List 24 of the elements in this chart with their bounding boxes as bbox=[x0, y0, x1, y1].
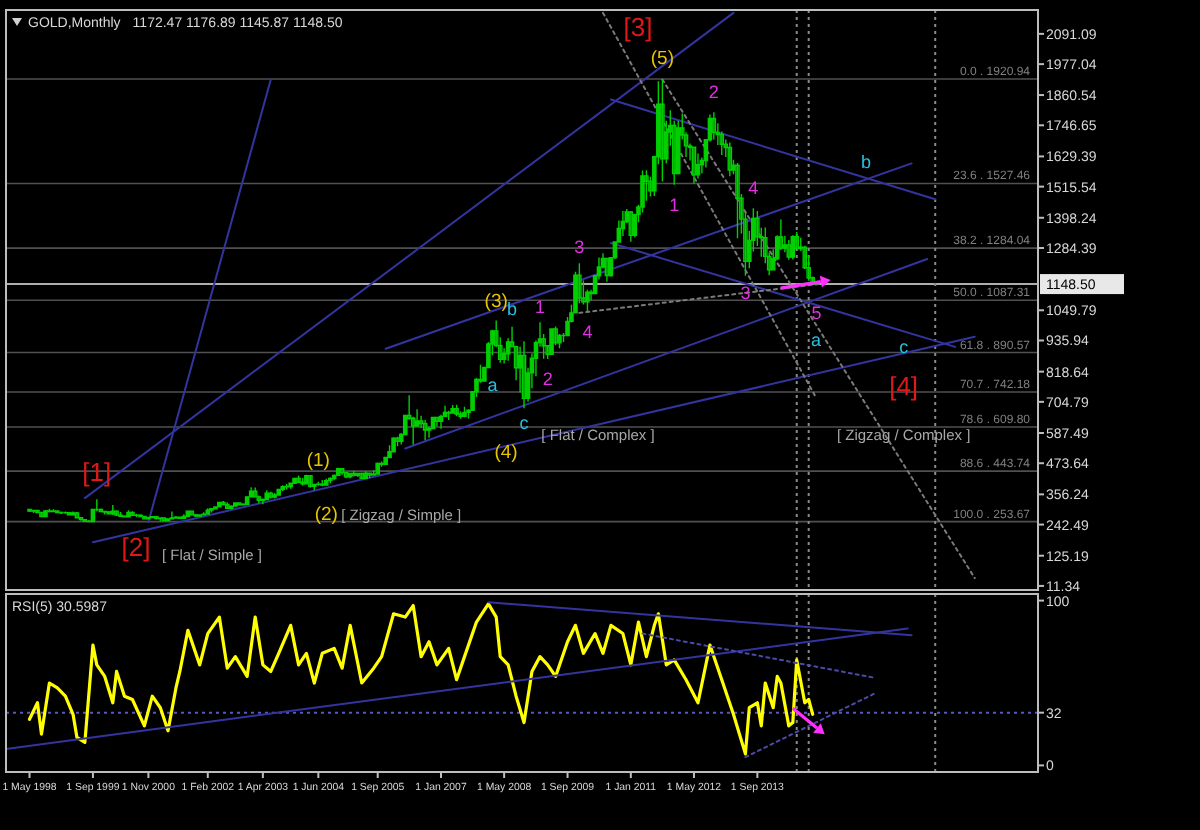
annotation: 2 bbox=[542, 369, 553, 390]
annotation: [4] bbox=[889, 369, 919, 400]
annotation: 5 bbox=[811, 302, 822, 323]
annotation: b bbox=[507, 298, 518, 319]
annotation: 3 bbox=[574, 237, 585, 258]
annotation: a bbox=[487, 374, 498, 395]
annotation: [1] bbox=[82, 455, 112, 486]
annotation: a bbox=[810, 330, 822, 350]
annotation: 2 bbox=[708, 81, 719, 102]
annotation: (3) bbox=[484, 289, 508, 312]
annotation: b bbox=[860, 152, 872, 172]
annotation: 1 bbox=[669, 195, 680, 216]
annotation: 3 bbox=[740, 282, 751, 303]
annotation: 4 bbox=[748, 177, 759, 198]
annotation: (4) bbox=[494, 441, 518, 463]
annotation: (5) bbox=[650, 46, 675, 69]
annotation: 1 bbox=[534, 296, 546, 317]
annotation: [3] bbox=[623, 11, 653, 41]
annotation: [2] bbox=[121, 531, 151, 561]
annotation: (2) bbox=[314, 503, 338, 526]
annotation: 4 bbox=[582, 322, 593, 343]
annotation: (1) bbox=[306, 449, 330, 472]
annotation: c bbox=[519, 412, 530, 433]
annotation: c bbox=[899, 336, 910, 357]
